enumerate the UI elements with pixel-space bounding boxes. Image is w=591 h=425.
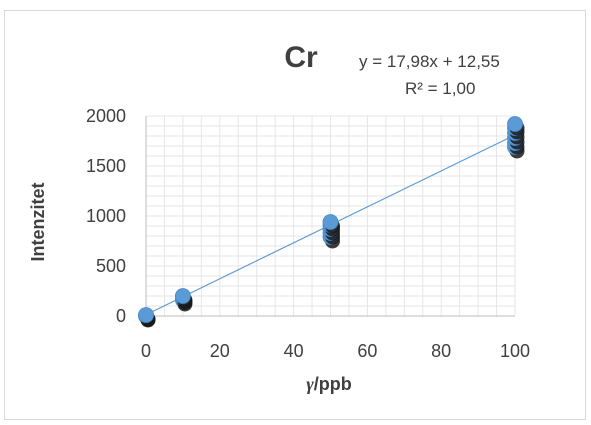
x-tick-label: 20: [210, 341, 230, 361]
x-axis-label: γ/ppb: [306, 374, 352, 394]
x-tick-label: 40: [284, 341, 304, 361]
trendline-r2: R² = 1,00: [405, 79, 475, 98]
x-axis-label-symbol: γ: [306, 374, 314, 394]
data-point: [174, 288, 191, 304]
y-tick-label: 1000: [86, 206, 126, 226]
y-tick-label: 0: [116, 306, 126, 326]
chart-title: Cr: [284, 41, 318, 74]
y-axis-label: Intenzitet: [28, 182, 48, 261]
x-tick-label: 60: [357, 341, 377, 361]
x-tick-label: 0: [141, 341, 151, 361]
chart-frame: [4, 10, 586, 420]
data-point: [322, 214, 339, 230]
data-point: [507, 116, 523, 132]
x-tick-label: 80: [431, 341, 451, 361]
axes: [145, 116, 515, 317]
data-points: [138, 116, 525, 328]
y-tick-label: 1500: [86, 156, 126, 176]
x-tick-label: 100: [500, 341, 530, 361]
data-point: [138, 307, 154, 323]
y-tick-label: 2000: [86, 106, 126, 126]
trendline-equation: y = 17,98x + 12,55: [359, 52, 500, 71]
x-axis-label-unit: /ppb: [314, 374, 352, 394]
y-tick-label: 500: [96, 256, 126, 276]
